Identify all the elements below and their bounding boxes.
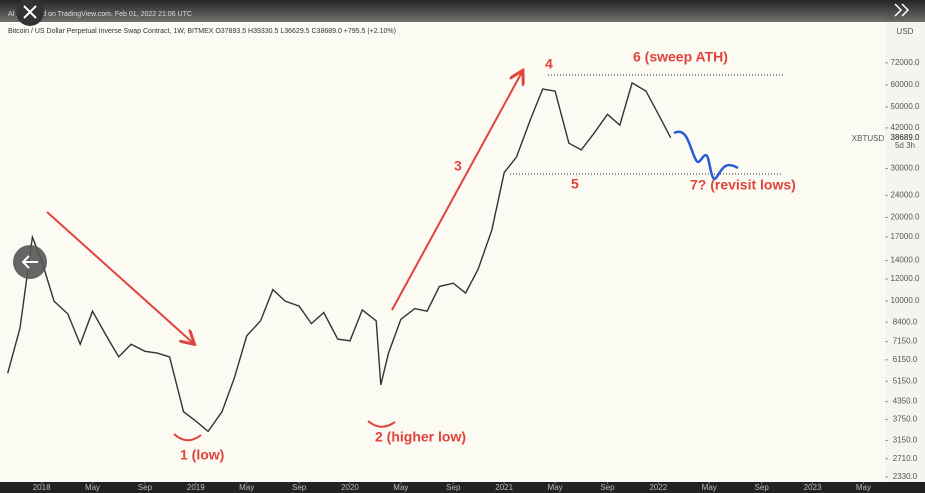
price-line (7, 81, 672, 433)
last-price-box (887, 132, 923, 151)
time-axis (0, 482, 925, 493)
plot (7, 81, 672, 433)
y-tick-label: 20000.0 (891, 213, 920, 222)
y-tick-label: 2330.0 (893, 472, 918, 481)
y-tick-label: 10000.0 (891, 296, 920, 305)
y-tick-label: 72000.0 (891, 58, 920, 67)
y-tick-label: 8400.0 (893, 317, 918, 326)
y-tick-label: 6150.0 (893, 355, 918, 364)
annotation: 4 (545, 56, 553, 72)
x-tick-label: 2020 (341, 483, 359, 492)
low-bracket (173, 433, 202, 442)
x-tick-label: Sep (138, 483, 153, 492)
trend-arrow (46, 211, 193, 343)
price-axis (885, 0, 925, 493)
close-icon (23, 5, 37, 19)
trend-arrow (391, 72, 522, 311)
symbol-line: Bitcoin / US Dollar Perpetual Inverse Sw… (8, 28, 396, 35)
y-tick-label: 7150.0 (893, 337, 918, 346)
x-tick-label: May (547, 483, 562, 492)
annotation: 2 (higher low) (375, 429, 466, 445)
x-tick-label: 2018 (33, 483, 51, 492)
countdown: 5d 3h (895, 141, 915, 150)
annotation: 6 (sweep ATH) (633, 49, 728, 65)
y-tick-label: 60000.0 (891, 80, 920, 89)
y-tick-label: 30000.0 (891, 164, 920, 173)
y-tick-label: 2710.0 (893, 454, 918, 463)
y-tick-label: 14000.0 (891, 256, 920, 265)
x-tick-label: May (702, 483, 717, 492)
y-tick-label: 17000.0 (891, 232, 920, 241)
y-tick-label: 24000.0 (891, 191, 920, 200)
annotation: 5 (571, 176, 579, 192)
y-tick-label: 3150.0 (893, 436, 918, 445)
x-tick-label: Sep (292, 483, 307, 492)
y-tick-label: 5150.0 (893, 376, 918, 385)
last-price: 38689.0 (891, 133, 920, 142)
top-bar (0, 0, 925, 22)
back-icon (21, 255, 38, 269)
x-tick-label: 2022 (649, 483, 667, 492)
x-tick-label: 2021 (495, 483, 513, 492)
y-tick-label: 3750.0 (893, 415, 918, 424)
expand-button[interactable] (894, 3, 910, 17)
x-tick-label: Sep (446, 483, 461, 492)
y-tick-label: 50000.0 (891, 102, 920, 111)
x-tick-label: May (85, 483, 100, 492)
projection (673, 130, 739, 181)
x-tick-label: Sep (600, 483, 615, 492)
currency: USD (897, 27, 914, 36)
x-tick-label: Sep (755, 483, 770, 492)
x-tick-label: May (856, 483, 871, 492)
annotation: 1 (low) (180, 447, 224, 463)
y-tick-label: 42000.0 (891, 123, 920, 132)
x-tick-label: 2019 (187, 483, 205, 492)
publisher: Al published on TradingView.com, Feb 01,… (8, 11, 192, 18)
drawings (46, 72, 785, 442)
x-tick-label: May (393, 483, 408, 492)
symbol: XBTUSD (852, 134, 885, 143)
low-bracket (367, 420, 396, 428)
y-tick-label: 4350.0 (893, 397, 918, 406)
annotation: 7? (revisit lows) (690, 177, 796, 193)
y-tick-label: 12000.0 (891, 274, 920, 283)
annotation: 3 (454, 158, 462, 174)
x-tick-label: 2023 (804, 483, 822, 492)
x-tick-label: May (239, 483, 254, 492)
